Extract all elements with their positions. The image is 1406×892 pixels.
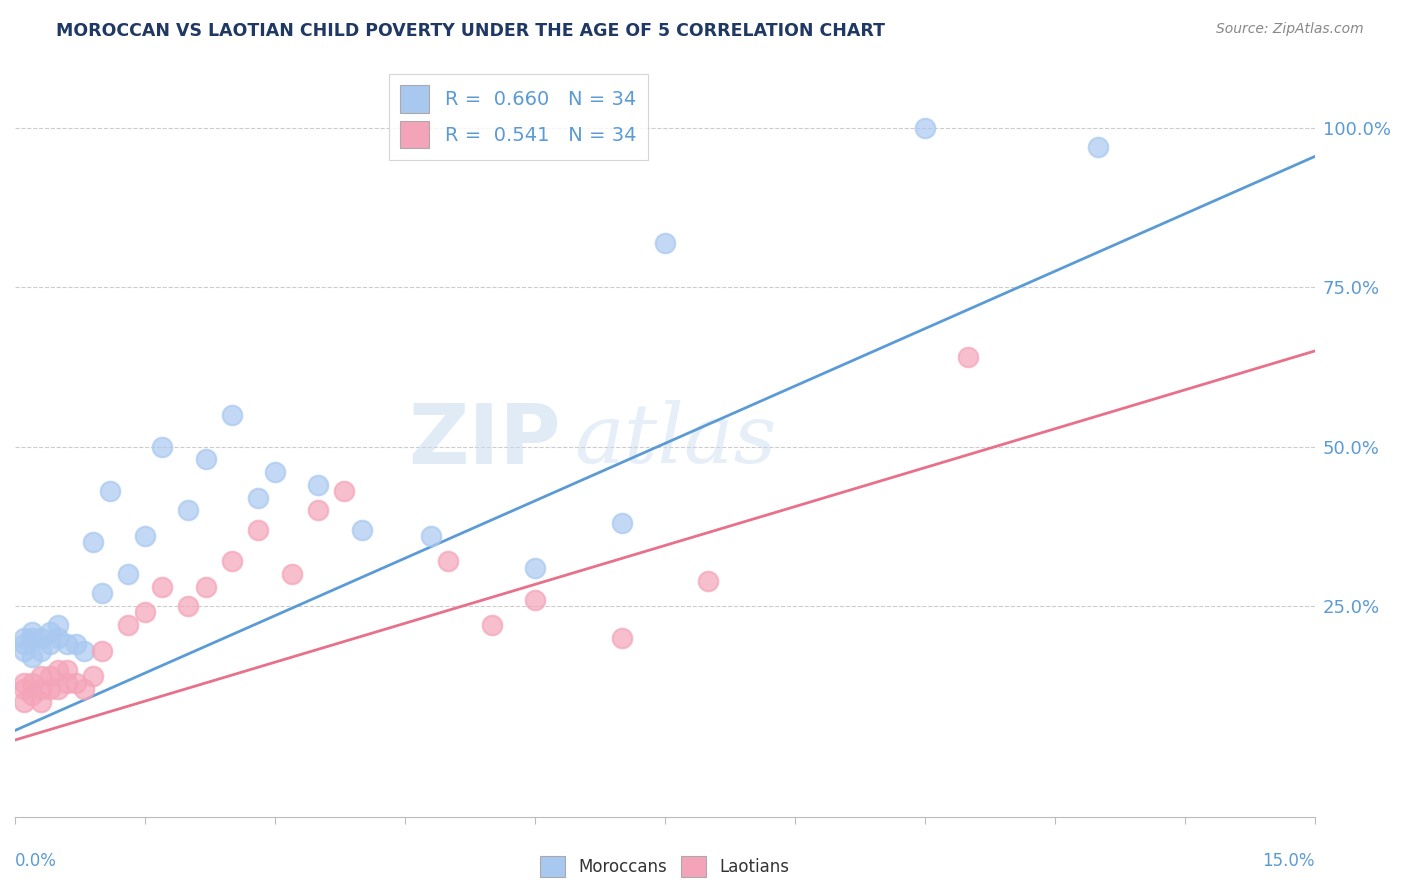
Point [281, 567, 304, 582]
Point [38, 681, 60, 696]
Point [134, 529, 156, 543]
Point [21, 631, 44, 645]
Point [13, 631, 35, 645]
Point [56, 663, 79, 677]
Text: atlas: atlas [574, 401, 776, 480]
Point [150, 440, 173, 454]
Point [30, 681, 52, 696]
Point [481, 618, 503, 632]
Point [523, 592, 546, 607]
Point [30, 631, 52, 645]
Point [610, 631, 633, 645]
Point [90, 644, 112, 658]
Point [117, 618, 139, 632]
Point [177, 599, 200, 613]
Point [30, 644, 52, 658]
Point [46, 618, 69, 632]
Point [13, 695, 35, 709]
Point [21, 675, 44, 690]
Point [65, 637, 87, 651]
Point [333, 484, 356, 499]
Point [246, 523, 269, 537]
Point [437, 554, 460, 568]
Text: 15.0%: 15.0% [1263, 852, 1315, 870]
Point [246, 491, 269, 505]
Point [82, 535, 104, 549]
Point [13, 681, 35, 696]
Point [30, 695, 52, 709]
Text: MOROCCAN VS LAOTIAN CHILD POVERTY UNDER THE AGE OF 5 CORRELATION CHART: MOROCCAN VS LAOTIAN CHILD POVERTY UNDER … [56, 22, 886, 40]
Point [65, 675, 87, 690]
Point [90, 586, 112, 600]
Point [350, 523, 373, 537]
Point [177, 503, 200, 517]
Point [21, 689, 44, 703]
Point [30, 669, 52, 683]
Point [697, 574, 720, 588]
Point [194, 580, 217, 594]
Point [221, 408, 243, 422]
Point [264, 465, 287, 479]
Point [56, 675, 79, 690]
Point [13, 637, 35, 651]
Point [46, 663, 69, 677]
Point [21, 650, 44, 665]
Point [73, 644, 96, 658]
Point [82, 669, 104, 683]
Point [13, 644, 35, 658]
Point [13, 675, 35, 690]
Point [117, 567, 139, 582]
Point [610, 516, 633, 531]
Point [914, 120, 936, 135]
Point [38, 637, 60, 651]
Point [523, 561, 546, 575]
Point [46, 681, 69, 696]
Point [150, 580, 173, 594]
Point [194, 452, 217, 467]
Point [221, 554, 243, 568]
Point [21, 624, 44, 639]
Point [73, 681, 96, 696]
Point [38, 669, 60, 683]
Point [957, 351, 980, 365]
Point [98, 484, 121, 499]
Point [654, 235, 676, 250]
Point [1087, 140, 1109, 154]
Point [56, 637, 79, 651]
Legend: R =  0.660   N = 34, R =  0.541   N = 34: R = 0.660 N = 34, R = 0.541 N = 34 [388, 74, 648, 160]
Point [307, 503, 329, 517]
Text: ZIP: ZIP [408, 400, 561, 481]
Point [46, 631, 69, 645]
Point [38, 624, 60, 639]
Point [419, 529, 441, 543]
Point [307, 478, 329, 492]
Text: Source: ZipAtlas.com: Source: ZipAtlas.com [1216, 22, 1364, 37]
Text: 0.0%: 0.0% [15, 852, 56, 870]
Point [134, 606, 156, 620]
